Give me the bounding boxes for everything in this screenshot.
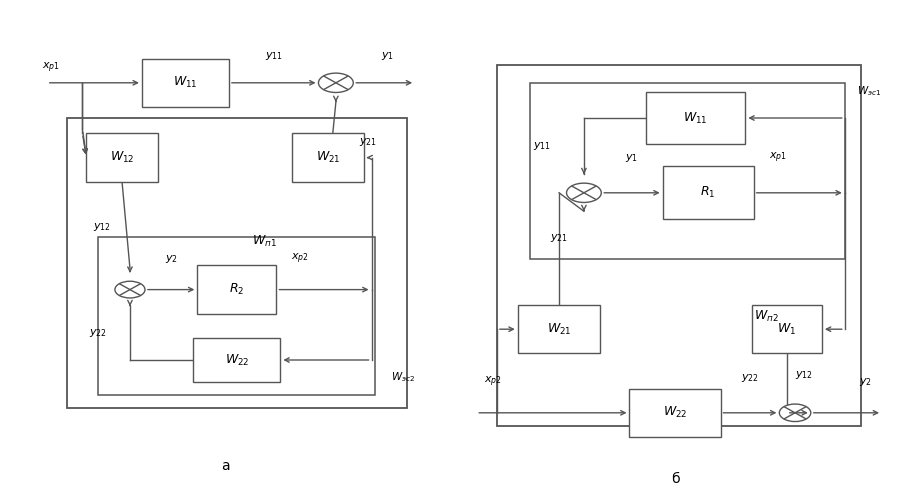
Text: $y_2$: $y_2$	[165, 253, 177, 265]
Bar	[530, 83, 845, 259]
Text: $x_{р2}$: $x_{р2}$	[484, 375, 502, 389]
Bar	[67, 118, 407, 408]
Circle shape	[115, 281, 145, 298]
Circle shape	[319, 73, 354, 92]
Text: $R_1$: $R_1$	[700, 185, 716, 200]
Bar	[662, 166, 753, 219]
Text: $y_{22}$: $y_{22}$	[741, 372, 759, 384]
Text: $W_{11}$: $W_{11}$	[683, 110, 708, 126]
Text: $y_{11}$: $y_{11}$	[265, 50, 283, 62]
Bar	[142, 58, 229, 107]
Bar	[292, 134, 364, 182]
Text: $W_1$: $W_1$	[778, 322, 796, 337]
Text: $W_{п2}$: $W_{п2}$	[753, 308, 778, 324]
Bar	[497, 65, 861, 426]
Bar	[194, 338, 281, 382]
Text: $y_1$: $y_1$	[381, 50, 394, 62]
Text: $y_{22}$: $y_{22}$	[89, 327, 107, 339]
Text: $y_1$: $y_1$	[626, 152, 638, 164]
Text: $W_{21}$: $W_{21}$	[316, 150, 340, 165]
Text: $W_{21}$: $W_{21}$	[546, 322, 572, 337]
Bar	[98, 237, 375, 395]
Text: $W_{22}$: $W_{22}$	[662, 405, 688, 420]
Text: $W_{12}$: $W_{12}$	[110, 150, 134, 165]
Text: $x_{р1}$: $x_{р1}$	[770, 150, 788, 165]
Text: $W_{эс1}$: $W_{эс1}$	[857, 84, 881, 98]
Text: $W_{п1}$: $W_{п1}$	[252, 234, 277, 248]
Text: $W_{11}$: $W_{11}$	[173, 75, 198, 90]
Text: a: a	[220, 458, 230, 472]
Bar	[629, 388, 721, 437]
Text: $y_2$: $y_2$	[859, 376, 872, 388]
Bar	[86, 134, 158, 182]
Bar	[752, 305, 822, 354]
Text: $W_{эс2}$: $W_{эс2}$	[392, 370, 416, 384]
Text: $W_{22}$: $W_{22}$	[225, 352, 249, 368]
Circle shape	[566, 183, 601, 203]
Circle shape	[779, 404, 811, 421]
Text: $y_{12}$: $y_{12}$	[94, 222, 112, 234]
Text: $y_{21}$: $y_{21}$	[358, 136, 376, 148]
Text: б: б	[670, 472, 680, 486]
Text: $R_2$: $R_2$	[230, 282, 245, 297]
Text: $y_{12}$: $y_{12}$	[795, 368, 813, 380]
Bar	[197, 266, 276, 314]
Text: $x_{р2}$: $x_{р2}$	[292, 252, 310, 266]
Text: $y_{11}$: $y_{11}$	[534, 140, 552, 152]
Bar	[646, 92, 745, 144]
Text: $y_{21}$: $y_{21}$	[550, 232, 568, 243]
Text: $x_{р1}$: $x_{р1}$	[42, 60, 60, 75]
Bar	[518, 305, 600, 354]
